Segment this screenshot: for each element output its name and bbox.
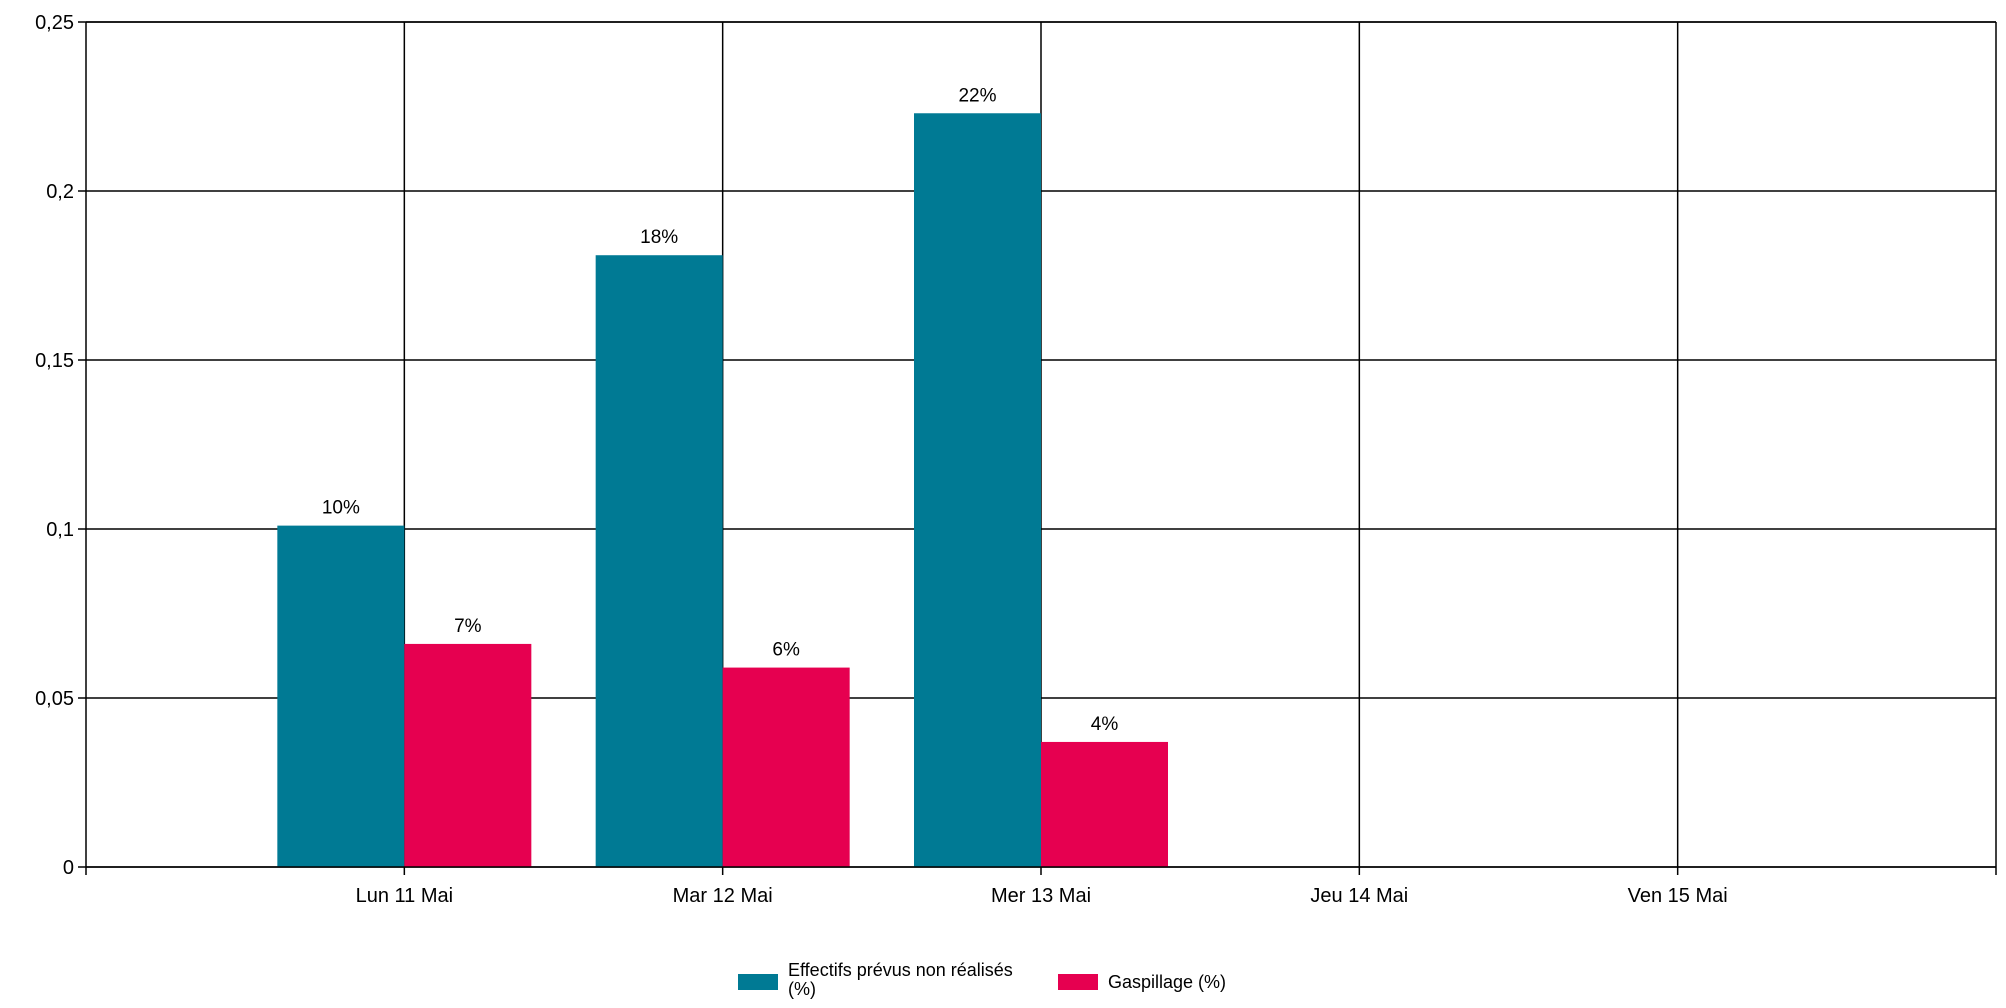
bar-data-label: 18% <box>640 227 678 248</box>
bars <box>277 113 1168 868</box>
bar <box>404 643 532 867</box>
legend: Effectifs prévus non réalisés(%) Gaspilla… <box>738 960 1226 999</box>
x-tick-labels: Lun 11 Mai Mar 12 Mai Mer 13 Mai Jeu 14 Mai… <box>356 885 1728 907</box>
x-tick-label: Mer 13 Mai <box>991 885 1091 907</box>
y-tick-label: 0,05 <box>35 688 74 710</box>
bar <box>914 113 1041 867</box>
y-tick-label: 0,2 <box>46 181 74 203</box>
legend-swatch <box>1058 974 1098 990</box>
bar-data-label: 22% <box>958 85 996 106</box>
legend-entry-label: Effectifs prévus non réalisés <box>788 960 1013 980</box>
x-tick-label: Jeu 14 Mai <box>1310 885 1408 907</box>
bar <box>722 667 850 867</box>
y-tick-label: 0 <box>63 857 74 879</box>
legend-swatch <box>738 974 778 990</box>
x-tick-label: Lun 11 Mai <box>356 885 453 907</box>
y-tick-label: 0,25 <box>35 12 74 34</box>
axes <box>78 21 1997 875</box>
data-labels: 10% 18% 22% 7% 6% 4% <box>322 85 1119 735</box>
bar-data-label: 6% <box>772 640 800 661</box>
bar <box>1041 741 1168 867</box>
x-tick-label: Ven 15 Mai <box>1628 885 1728 907</box>
bar-data-label: 4% <box>1091 714 1119 735</box>
bar-data-label: 7% <box>454 616 482 637</box>
bar <box>277 525 405 867</box>
legend-entry-label: (%) <box>788 979 816 999</box>
legend-entry-label: Gaspillage (%) <box>1108 972 1226 992</box>
bar <box>595 255 723 868</box>
y-tick-label: 0,15 <box>35 350 74 372</box>
bar-data-label: 10% <box>322 498 360 519</box>
y-tick-labels: 0 0,05 0,1 0,15 0,2 0,25 <box>35 12 74 879</box>
y-tick-label: 0,1 <box>46 519 74 541</box>
x-tick-label: Mar 12 Mai <box>673 885 773 907</box>
